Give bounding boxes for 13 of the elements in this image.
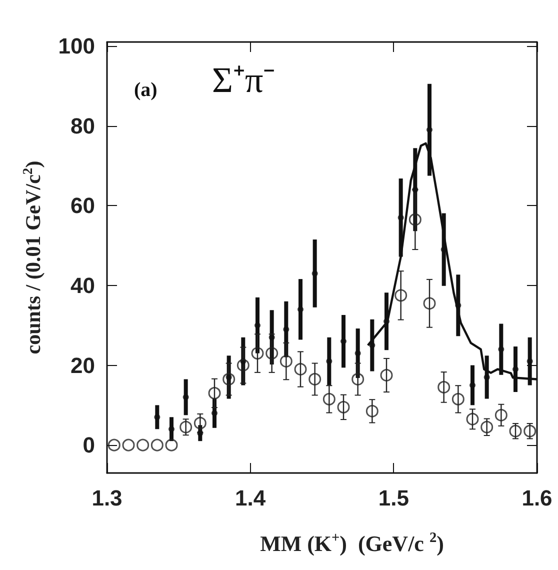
y-tick-label: 60 — [70, 193, 95, 218]
annotation: (a) — [134, 79, 158, 101]
x-tick-label: 1.4 — [235, 486, 266, 510]
y-tick-label: 40 — [70, 272, 95, 298]
y-tick-label: 0 — [82, 432, 95, 458]
y-axis-title: counts / (0.01 GeV/c2) — [20, 160, 45, 354]
x-tick-label: 1.5 — [378, 486, 409, 510]
y-tick-label: 100 — [58, 33, 95, 58]
annotation: Σ⁺π⁻ — [212, 60, 276, 100]
x-tick-label: 1.3 — [92, 486, 122, 510]
y-tick-label: 80 — [70, 113, 95, 138]
y-tick-label: 20 — [70, 352, 95, 378]
x-tick-label: 1.6 — [522, 486, 552, 510]
